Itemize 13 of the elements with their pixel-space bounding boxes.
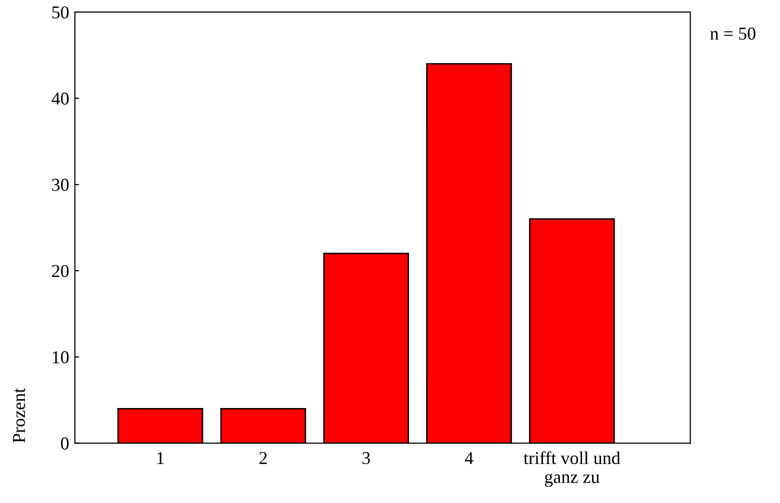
x-tick-label: 4 bbox=[464, 452, 474, 464]
y-tick-label: 30 bbox=[52, 178, 69, 191]
x-tick-label: trifft voll und ganz zu bbox=[524, 451, 620, 487]
y-tick-label: 40 bbox=[52, 92, 69, 105]
y-tick-label: 20 bbox=[52, 264, 69, 278]
y-tick-label: 10 bbox=[52, 351, 69, 364]
y-tick-label: 50 bbox=[52, 6, 69, 19]
x-tick-label: 2 bbox=[259, 452, 267, 464]
x-tick-label: 1 bbox=[157, 452, 164, 464]
x-tick-label: 3 bbox=[362, 452, 370, 464]
y-tick-label: 0 bbox=[60, 437, 69, 450]
y-axis-title: Prozent bbox=[13, 388, 26, 443]
text: n = 50 bbox=[710, 28, 756, 40]
